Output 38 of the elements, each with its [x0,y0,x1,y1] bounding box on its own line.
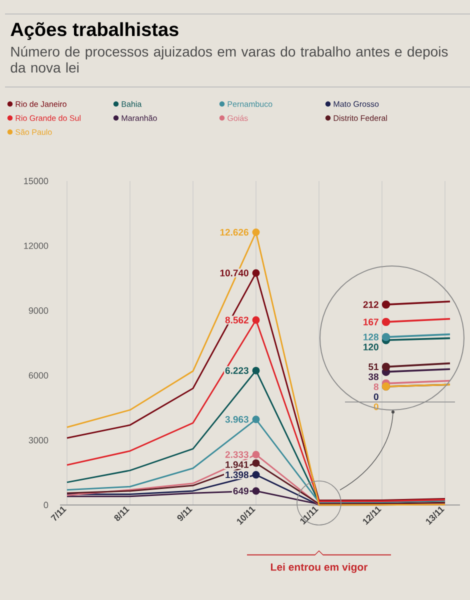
y-tick-label: 6000 [28,372,48,379]
chart-subtitle: Número de processos ajuizados em varas do trabalho antes e depois da nova lei [10,46,448,73]
legend-label: Rio de Janeiro [16,101,66,107]
x-tick-label: 9/11 [177,506,192,521]
legend-label: Bahia [122,101,142,107]
data-label: 10.740 [220,270,248,276]
data-label: 649 [233,488,248,494]
x-tick-label: 7/11 [50,506,66,521]
legend-label: Mato Grosso [334,101,378,107]
data-label: 8.562 [225,316,248,324]
legend-label: Goiás [227,115,248,121]
legend-label: São Paulo [15,129,52,135]
data-label: 51 [368,363,378,370]
data-label: 8 [374,383,378,390]
legend-label: Pernambuco [228,101,272,107]
data-label: 1.398 [225,471,248,478]
data-label: 1.941 [225,461,248,468]
data-label: 38 [368,373,378,380]
data-label: 12.626 [220,228,248,236]
data-label: 2.333 [225,451,248,458]
y-tick-label: 3000 [28,437,48,444]
y-tick-label: 12000 [24,242,48,249]
data-label: 6.223 [225,367,248,374]
data-label: 0 [374,393,378,400]
data-label: 167 [363,318,378,326]
y-tick-label: 15000 [24,178,48,184]
data-label: 120 [363,344,378,350]
data-label: 212 [363,301,378,308]
data-label: 128 [363,334,378,340]
text: Lei entrou em vigor [270,563,368,573]
data-label: 3.963 [225,416,248,423]
y-tick-label: 0 [44,502,48,508]
legend-label: Distrito Federal [334,115,387,121]
y-tick-label: 9000 [28,307,48,314]
x-tick-label: 8/11 [114,506,130,521]
legend-label: Maranhão [122,115,157,121]
legend-label: Rio Grande do Sul [16,115,80,121]
chart-title: Ações trabalhistas [10,22,178,40]
